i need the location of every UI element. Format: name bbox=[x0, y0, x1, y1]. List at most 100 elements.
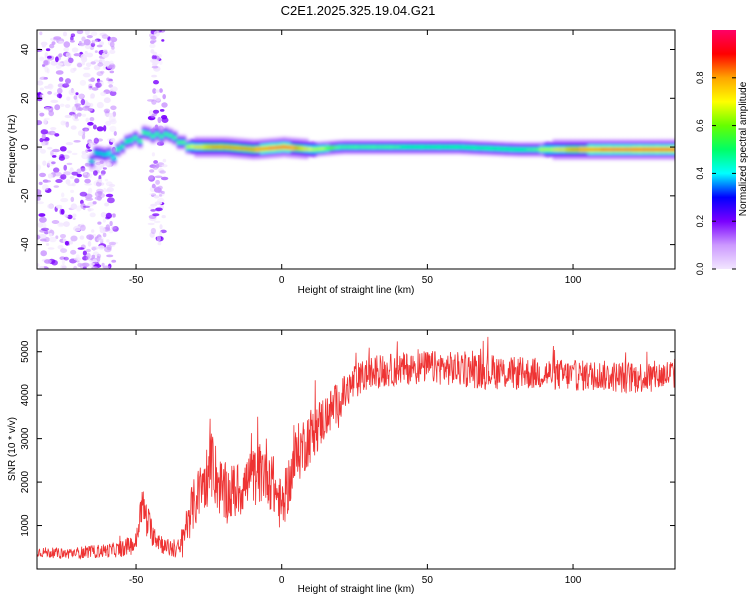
spectrogram-noise-speck bbox=[160, 176, 169, 181]
spectrogram-noise-speck bbox=[99, 58, 105, 64]
spectrogram-ridge-cell bbox=[618, 148, 624, 151]
spectrogram-noise-speck bbox=[77, 130, 84, 137]
spectrogram-noise-speck bbox=[151, 183, 156, 189]
spectrogram-noise-speck bbox=[150, 227, 156, 235]
spectrogram-ridge-cell bbox=[115, 149, 121, 151]
spectrogram-ridge-cell bbox=[675, 139, 680, 160]
spectrogram-noise-speck bbox=[64, 104, 71, 109]
colorbar-tick-label: 0.2 bbox=[695, 215, 705, 228]
spectrogram-noise-speck bbox=[159, 194, 163, 197]
spectrogram-noise-speck bbox=[59, 208, 63, 215]
spectrogram-noise-speck bbox=[55, 70, 64, 75]
spectrogram-noise-speck bbox=[58, 40, 65, 44]
spectrogram-noise-speck bbox=[93, 170, 98, 176]
spectrogram-noise-speck bbox=[48, 130, 56, 136]
spectrogram-noise-speck bbox=[105, 120, 112, 126]
spectrogram-noise-speck bbox=[110, 119, 117, 125]
spectrogram-noise-speck bbox=[90, 77, 95, 82]
spectrogram-noise-speck bbox=[38, 181, 43, 186]
spectrogram-ridge-cell bbox=[181, 141, 187, 143]
spectrogram-ridge-cell bbox=[675, 142, 680, 157]
spectrogram-noise-speck bbox=[37, 192, 42, 199]
spectrogram-noise-speck bbox=[47, 247, 55, 250]
spectrogram-ridge-cell bbox=[176, 141, 182, 143]
spectrogram-ridge-cell bbox=[347, 146, 353, 148]
spectrogram-noise-speck bbox=[60, 234, 66, 239]
spectrogram-noise-speck bbox=[151, 62, 158, 67]
spectrogram-ridge-cell bbox=[666, 148, 672, 151]
spectrogram-noise-speck bbox=[81, 36, 86, 42]
spectrogram-ridge-cell bbox=[500, 148, 506, 150]
spectrogram-ridge-cell bbox=[137, 140, 143, 142]
spectrogram-noise-speck bbox=[37, 143, 40, 146]
spectrogram-ridge-cell bbox=[644, 148, 650, 151]
spectrogram-noise-speck bbox=[151, 99, 157, 105]
spectrogram-ridge-cell bbox=[369, 146, 375, 148]
spectrogram-noise-speck bbox=[152, 88, 157, 94]
colorbar-tick-label: 0.0 bbox=[695, 263, 705, 276]
spectrogram-noise-speck bbox=[112, 213, 116, 218]
spectrogram-noise-speck bbox=[55, 65, 62, 69]
spectrogram-ridge-cell bbox=[613, 148, 619, 151]
spectrogram-ridge-cell bbox=[675, 148, 680, 150]
spectrogram-ridge-cell bbox=[675, 144, 680, 154]
spectrogram-noise-speck bbox=[62, 31, 68, 37]
spectrogram-noise-speck bbox=[77, 93, 85, 99]
spectrogram-noise-speck bbox=[109, 60, 114, 66]
spectrogram-noise-speck bbox=[70, 68, 76, 73]
spectrogram-noise-speck bbox=[91, 254, 96, 259]
spectrogram-ridge-cell bbox=[675, 146, 680, 153]
spectrogram-noise-speck bbox=[109, 41, 115, 48]
spectrogram-noise-speck bbox=[42, 138, 49, 142]
spectrogram-ridge-cell bbox=[98, 153, 104, 155]
spectrogram-noise-speck bbox=[96, 71, 104, 77]
spectrogram-ridge-cell bbox=[255, 148, 261, 150]
spectrogram-noise-speck bbox=[99, 41, 104, 46]
spectrogram-noise-speck bbox=[39, 31, 43, 36]
spectrogram-noise-speck bbox=[159, 60, 163, 65]
spectrogram-ridge-cell bbox=[578, 148, 584, 151]
spectrogram-ridge-cell bbox=[517, 148, 523, 151]
spectrogram-noise-speck bbox=[86, 234, 94, 240]
spectrogram-noise-speck bbox=[44, 259, 52, 264]
spectrogram-noise-speck bbox=[68, 57, 74, 63]
spectrogram-ridge-cell bbox=[220, 146, 226, 148]
spectrogram-noise-speck bbox=[40, 41, 48, 46]
spectrogram-noise-speck bbox=[60, 264, 67, 269]
spectrogram-noise-speck bbox=[76, 173, 83, 178]
spectrogram-noise-speck bbox=[70, 33, 76, 38]
spectrogram-noise-speck bbox=[102, 48, 108, 54]
spectrogram-noise-speck bbox=[152, 213, 160, 217]
spectrogram-noise-speck bbox=[42, 160, 47, 166]
spectrogram-noise-speck bbox=[49, 236, 57, 243]
spectrogram-ytick-label: 0 bbox=[20, 144, 31, 150]
snr-ylabel: SNR (10 * v/v) bbox=[7, 417, 18, 481]
spectrogram-noise-speck bbox=[83, 172, 87, 176]
spectrogram-noise-speck bbox=[69, 111, 75, 116]
spectrogram-ridge-cell bbox=[543, 148, 549, 151]
spectrogram-noise-speck bbox=[155, 207, 163, 212]
spectrogram-noise-speck bbox=[87, 240, 92, 247]
spectrogram-ridge-cell bbox=[198, 146, 204, 148]
spectrogram-noise-speck bbox=[54, 104, 61, 111]
spectrogram-noise-speck bbox=[76, 205, 82, 212]
spectrogram-ridge-cell bbox=[238, 147, 243, 149]
spectrogram-noise-speck bbox=[88, 142, 94, 148]
spectrogram-ridge-cell bbox=[478, 147, 484, 149]
spectrogram-noise-speck bbox=[71, 47, 79, 53]
spectrogram-noise-speck bbox=[102, 265, 111, 269]
spectrogram-panel: -50 0 50 100 -40 -20 0 20 40 Height of straight … bbox=[7, 29, 680, 296]
spectrogram-ridge-cell bbox=[321, 148, 326, 150]
spectrogram-ridge-cell bbox=[277, 146, 283, 148]
spectrogram-noise-speck bbox=[84, 105, 89, 109]
spectrogram-noise-speck bbox=[62, 83, 70, 88]
spectrogram-ytick-label: -40 bbox=[20, 237, 31, 252]
spectrogram-noise-speck bbox=[96, 80, 103, 83]
spectrogram-noise-speck bbox=[37, 147, 43, 151]
spectrogram-ridge-cell bbox=[294, 147, 300, 149]
spectrogram-ridge-cell bbox=[657, 148, 663, 151]
spectrogram-noise-speck bbox=[82, 61, 85, 66]
spectrogram-noise-speck bbox=[70, 35, 74, 42]
spectrogram-noise-speck bbox=[155, 89, 160, 93]
spectrogram-noise-speck bbox=[75, 254, 80, 260]
